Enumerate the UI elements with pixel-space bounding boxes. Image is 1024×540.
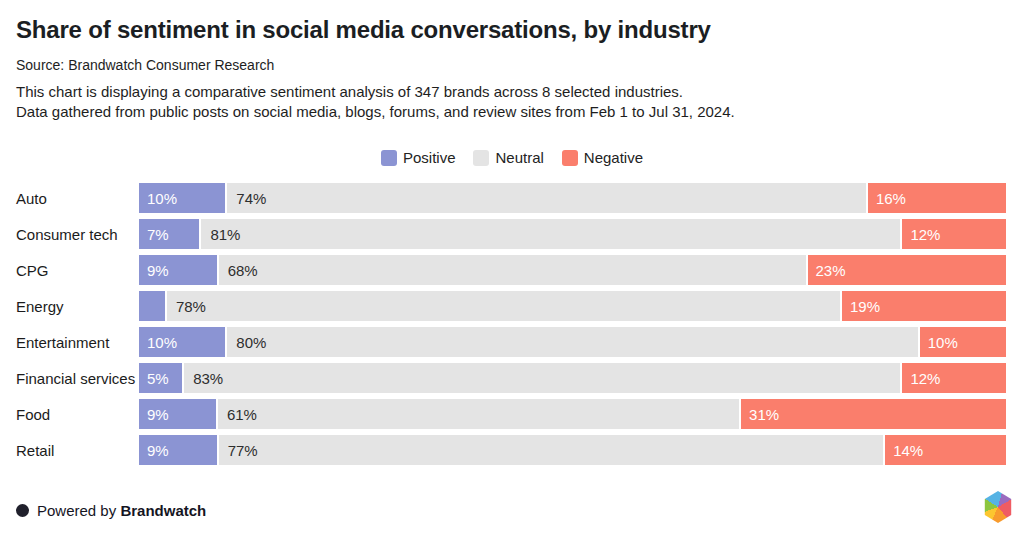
- positive-swatch-icon: [381, 150, 397, 166]
- segment-positive[interactable]: 9%: [139, 399, 216, 429]
- segment-neutral[interactable]: 74%: [227, 183, 866, 213]
- neutral-value-label: 83%: [184, 370, 223, 387]
- powered-by-footer[interactable]: Powered by Brandwatch: [16, 502, 206, 519]
- segment-neutral[interactable]: 80%: [227, 327, 917, 357]
- segment-negative[interactable]: 10%: [920, 327, 1006, 357]
- negative-value-label: 31%: [741, 406, 779, 423]
- chart-rows: Auto 10% 74% 16% Consumer tech 7% 81% 12…: [0, 183, 1006, 471]
- category-label: Consumer tech: [0, 226, 139, 243]
- chart-legend: Positive Neutral Negative: [0, 149, 1024, 166]
- description-line-1: This chart is displaying a comparative s…: [16, 82, 1008, 102]
- legend-label: Negative: [584, 149, 643, 166]
- stacked-bar: 9% 61% 31%: [139, 399, 1006, 429]
- chart-row: Consumer tech 7% 81% 12%: [0, 219, 1006, 249]
- segment-negative[interactable]: 14%: [885, 435, 1006, 465]
- stacked-bar: 78% 19%: [139, 291, 1006, 321]
- legend-item-positive[interactable]: Positive: [381, 149, 456, 166]
- legend-item-negative[interactable]: Negative: [562, 149, 643, 166]
- stacked-bar: 9% 68% 23%: [139, 255, 1006, 285]
- segment-negative[interactable]: 19%: [842, 291, 1006, 321]
- neutral-value-label: 77%: [219, 442, 258, 459]
- neutral-swatch-icon: [473, 150, 489, 166]
- chart-header: Share of sentiment in social media conve…: [16, 16, 1008, 122]
- positive-value-label: 5%: [139, 370, 169, 387]
- category-label: Energy: [0, 298, 139, 315]
- description-line-2: Data gathered from public posts on socia…: [16, 102, 1008, 122]
- negative-value-label: 16%: [868, 190, 906, 207]
- positive-value-label: 10%: [139, 190, 177, 207]
- negative-value-label: 23%: [808, 262, 846, 279]
- segment-neutral[interactable]: 68%: [219, 255, 806, 285]
- positive-value-label: 9%: [139, 406, 169, 423]
- chart-row: Financial services 5% 83% 12%: [0, 363, 1006, 393]
- category-label: Retail: [0, 442, 139, 459]
- positive-value-label: 9%: [139, 262, 169, 279]
- segment-negative[interactable]: 31%: [741, 399, 1006, 429]
- chart-row: Food 9% 61% 31%: [0, 399, 1006, 429]
- hexagon-logo-icon[interactable]: [983, 491, 1013, 523]
- stacked-bar: 9% 77% 14%: [139, 435, 1006, 465]
- segment-positive[interactable]: 9%: [139, 255, 217, 285]
- chart-row: Auto 10% 74% 16%: [0, 183, 1006, 213]
- positive-value-label: 9%: [139, 442, 169, 459]
- segment-positive[interactable]: 10%: [139, 327, 225, 357]
- segment-positive[interactable]: 10%: [139, 183, 225, 213]
- brand-name: Brandwatch: [120, 502, 206, 519]
- segment-neutral[interactable]: 78%: [167, 291, 840, 321]
- negative-swatch-icon: [562, 150, 578, 166]
- neutral-value-label: 61%: [218, 406, 257, 423]
- segment-neutral[interactable]: 83%: [184, 363, 900, 393]
- stacked-bar: 10% 80% 10%: [139, 327, 1006, 357]
- stacked-bar: 5% 83% 12%: [139, 363, 1006, 393]
- segment-negative[interactable]: 16%: [868, 183, 1006, 213]
- negative-value-label: 14%: [885, 442, 923, 459]
- legend-label: Neutral: [495, 149, 543, 166]
- segment-negative[interactable]: 12%: [902, 363, 1006, 393]
- chart-row: Energy 78% 19%: [0, 291, 1006, 321]
- stacked-bar: 10% 74% 16%: [139, 183, 1006, 213]
- chart-row: Entertainment 10% 80% 10%: [0, 327, 1006, 357]
- segment-neutral[interactable]: 61%: [218, 399, 739, 429]
- legend-label: Positive: [403, 149, 456, 166]
- powered-by-text: Powered by Brandwatch: [37, 502, 206, 519]
- segment-positive[interactable]: [139, 291, 165, 321]
- category-label: Entertainment: [0, 334, 139, 351]
- neutral-value-label: 78%: [167, 298, 206, 315]
- category-label: CPG: [0, 262, 139, 279]
- segment-positive[interactable]: 7%: [139, 219, 199, 249]
- category-label: Auto: [0, 190, 139, 207]
- segment-positive[interactable]: 5%: [139, 363, 182, 393]
- category-label: Food: [0, 406, 139, 423]
- segment-neutral[interactable]: 81%: [201, 219, 900, 249]
- neutral-value-label: 80%: [227, 334, 266, 351]
- negative-value-label: 12%: [902, 370, 940, 387]
- positive-value-label: 7%: [139, 226, 169, 243]
- negative-value-label: 19%: [842, 298, 880, 315]
- source-line: Source: Brandwatch Consumer Research: [16, 57, 1008, 73]
- neutral-value-label: 68%: [219, 262, 258, 279]
- legend-item-neutral[interactable]: Neutral: [473, 149, 543, 166]
- segment-negative[interactable]: 23%: [808, 255, 1007, 285]
- stacked-bar: 7% 81% 12%: [139, 219, 1006, 249]
- segment-positive[interactable]: 9%: [139, 435, 217, 465]
- brandwatch-dot-icon: [16, 504, 29, 517]
- chart-widget: Share of sentiment in social media conve…: [0, 0, 1024, 540]
- segment-neutral[interactable]: 77%: [219, 435, 884, 465]
- chart-row: CPG 9% 68% 23%: [0, 255, 1006, 285]
- positive-value-label: 10%: [139, 334, 177, 351]
- neutral-value-label: 81%: [201, 226, 240, 243]
- negative-value-label: 12%: [902, 226, 940, 243]
- neutral-value-label: 74%: [227, 190, 266, 207]
- page-title: Share of sentiment in social media conve…: [16, 16, 1008, 44]
- category-label: Financial services: [0, 370, 139, 387]
- negative-value-label: 10%: [920, 334, 958, 351]
- chart-row: Retail 9% 77% 14%: [0, 435, 1006, 465]
- segment-negative[interactable]: 12%: [902, 219, 1006, 249]
